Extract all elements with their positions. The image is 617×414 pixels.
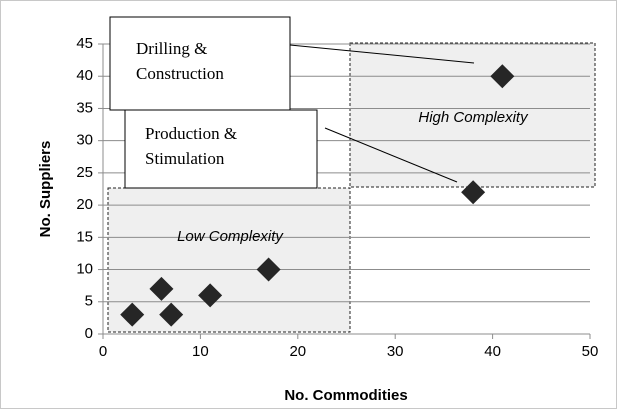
- low-region: [107, 187, 351, 333]
- y-tick-label: 10: [76, 261, 93, 278]
- point: [120, 302, 145, 327]
- x-tick-label: 10: [192, 343, 209, 360]
- callout-line: [324, 127, 458, 183]
- x-tick-label: 30: [387, 343, 404, 360]
- callout-box: [109, 16, 291, 111]
- region-label: Low Complexity: [177, 228, 284, 245]
- point: [461, 180, 486, 205]
- callout-text: Stimulation: [145, 149, 225, 168]
- y-tick-label: 25: [76, 164, 93, 181]
- callout-text: Production &: [145, 124, 237, 143]
- point: [149, 276, 174, 301]
- point: [198, 283, 223, 308]
- y-tick-label: 15: [76, 228, 93, 245]
- x-tick-label: 20: [289, 343, 306, 360]
- point: [490, 64, 515, 89]
- region-label: High Complexity: [418, 109, 529, 126]
- point: [159, 302, 184, 327]
- y-tick-label: 20: [76, 196, 93, 213]
- x-tick-label: 50: [582, 343, 599, 360]
- x-tick-label: 40: [484, 343, 501, 360]
- y-tick-label: 35: [76, 99, 93, 116]
- callout-line: [289, 44, 475, 64]
- callout-text: Drilling &: [136, 39, 207, 58]
- y-axis-title: No. Suppliers: [37, 141, 54, 238]
- x-axis-title: No. Commodities: [284, 387, 407, 404]
- point: [256, 257, 281, 282]
- callout-text: Construction: [136, 64, 224, 83]
- y-tick-label: 45: [76, 35, 93, 52]
- x-tick-label: 0: [99, 343, 107, 360]
- y-tick-label: 40: [76, 67, 93, 84]
- y-tick-label: 0: [85, 325, 93, 342]
- callout-box: [124, 109, 318, 189]
- y-tick-label: 30: [76, 132, 93, 149]
- high-region: [349, 42, 596, 188]
- y-tick-label: 5: [85, 293, 93, 310]
